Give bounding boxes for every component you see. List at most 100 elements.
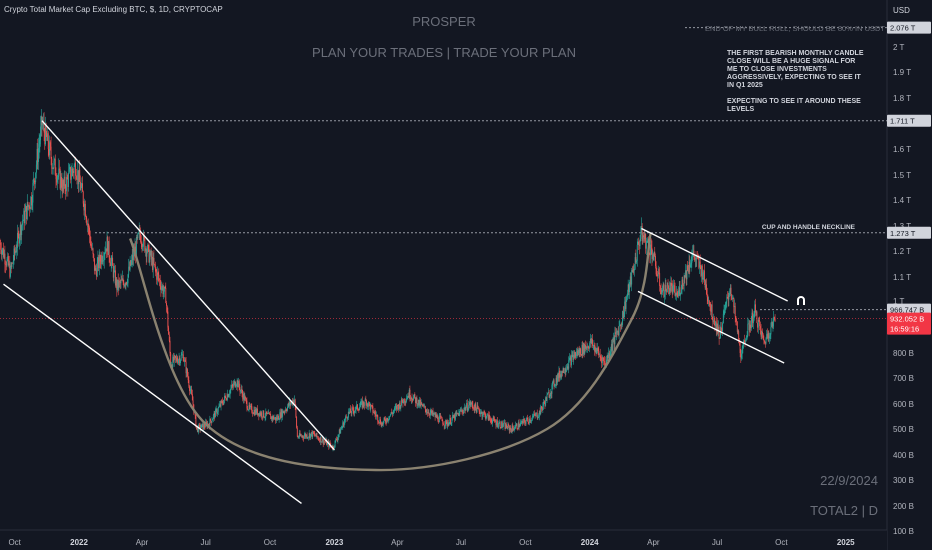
candle-body [231,384,233,386]
trend-line[interactable] [641,227,788,302]
candle-body [160,285,162,291]
candle-body [303,437,305,439]
candle-body [365,399,367,401]
candle-body [556,377,558,383]
trend-line[interactable] [637,290,785,364]
candle-body [661,292,663,295]
candle-body [578,349,579,356]
cup-arc-path[interactable] [129,233,652,472]
candle-body [5,264,7,266]
candle-body [574,352,576,358]
candle-body [121,279,123,281]
candle-body [161,287,163,291]
trend-line[interactable] [41,120,335,451]
y-tick-label: 1.9 T [893,68,911,77]
candle-body [175,356,177,359]
candle-body [655,265,657,275]
currency-label[interactable]: USD [893,6,910,15]
price-axis-panel[interactable] [887,0,932,550]
candle-body [627,293,628,297]
candle-body [726,296,728,302]
candle-body [75,162,76,176]
trend-line[interactable] [3,283,302,504]
x-tick-label: Apr [136,538,149,547]
candle-body [240,389,242,391]
candle-body [264,416,266,418]
candle-body [429,414,430,416]
candle-body [230,388,232,391]
candle-body [447,423,449,426]
candle-body [720,326,722,331]
candle-body [774,318,776,322]
candle-body [52,167,53,169]
candle-body [706,284,707,295]
candle-body [172,356,174,368]
candle-body [158,274,160,280]
candle-body [47,133,49,150]
candle-body [66,177,68,179]
y-tick-label: 1.1 T [893,273,911,282]
magnet-icon[interactable] [797,296,805,305]
candle-body [754,304,756,312]
candle-body [53,160,55,169]
candle-body [201,423,203,425]
candle-body [108,241,110,258]
candle-body [521,420,523,423]
candle-body [40,116,42,127]
candle-body [675,295,677,296]
candle-body [587,345,589,348]
candle-body [366,403,368,406]
time-axis-panel[interactable] [0,530,887,550]
price-level-label[interactable]: 1.711 T [887,114,931,127]
candle-body [120,279,122,284]
candle-body [352,407,354,411]
candle-body [565,369,567,373]
candle-body [722,323,724,332]
candle-body [78,169,80,185]
candle-body [749,324,751,331]
price-level-label[interactable]: 932.052 B16:59:16 [887,312,931,335]
candle-body [709,304,711,305]
candle-body [18,233,20,244]
candle-body [424,406,426,407]
price-level-label[interactable]: 1.273 T [887,226,931,239]
candle-body [312,431,314,434]
price-level-label[interactable]: 2.076 T [887,21,931,34]
candle-body [46,134,48,141]
candle-body [735,316,737,319]
candle-body [156,272,158,280]
candle-body [70,167,72,180]
candle-body [182,354,184,361]
candle-body [231,384,232,389]
candle-body [273,416,274,420]
candle-body [689,264,691,268]
candle-body [599,354,600,355]
candle-body [111,257,113,262]
candle-body [685,270,686,278]
candle-body [220,400,222,407]
candle-body [322,438,323,442]
x-tick-label: Jul [456,538,466,547]
candle-body [2,248,4,251]
candle-body [699,261,700,268]
candle-body [753,311,755,320]
candle-body [670,283,672,291]
candle-body [126,283,128,285]
candle-body [592,345,594,346]
candle-body [409,389,411,399]
candle-body [394,407,396,408]
candle-body [454,415,456,420]
candle-body [473,407,475,409]
candle-body [391,412,393,414]
candle-body [356,404,358,407]
candle-body [757,323,759,328]
candle-body [523,419,525,420]
candle-body [764,340,766,343]
y-tick-label: 600 B [893,400,914,409]
candle-body [310,433,312,438]
candle-body [305,434,307,437]
candle-body [322,438,324,444]
price-level-label[interactable]: 966.747 B [887,303,931,316]
